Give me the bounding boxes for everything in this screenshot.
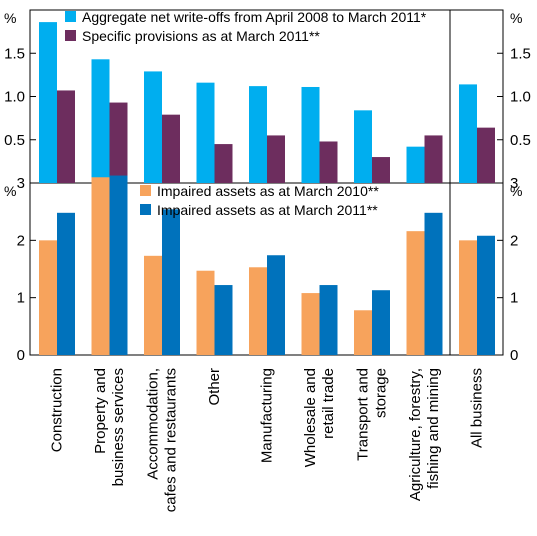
bar (301, 86, 320, 183)
bar (406, 146, 425, 183)
y-tick-label-right: 1 (510, 290, 518, 307)
legend-swatch (140, 204, 151, 215)
bar (459, 240, 477, 355)
category-label: business services (110, 368, 127, 486)
category-label: Other (206, 368, 223, 406)
bar (39, 22, 57, 183)
bar (249, 86, 267, 183)
y-tick-label-right: 1.0 (510, 89, 531, 106)
bar (319, 285, 338, 355)
category-label: storage (372, 368, 389, 418)
category-label: Wholesale and (302, 368, 319, 467)
bar (109, 102, 128, 183)
bar (477, 235, 495, 355)
category-label: Transport and (354, 368, 371, 461)
category-label: Property and (92, 368, 109, 454)
legend-swatch (140, 185, 151, 196)
bar (162, 209, 180, 355)
bar (372, 157, 390, 183)
legend-entry: Aggregate net write-offs from April 2008… (82, 9, 427, 25)
legend-entry: Specific provisions as at March 2011** (82, 28, 320, 44)
y-tick-label-left: 1.5 (4, 45, 25, 62)
bar (319, 141, 338, 183)
unit-label-right: % (510, 10, 522, 26)
bar (424, 135, 443, 183)
bar (109, 175, 128, 355)
bar (144, 71, 162, 183)
y-tick-label-left: 2 (17, 232, 25, 249)
bar (91, 177, 110, 355)
bar (214, 285, 233, 355)
category-label: All business (468, 368, 485, 448)
y-tick-label-right: 0.5 (510, 132, 531, 149)
legend-swatch (65, 30, 76, 41)
bar (354, 310, 372, 355)
unit-label-left: % (4, 10, 16, 26)
category-label: cafes and restaurants (162, 368, 179, 512)
bar (459, 84, 477, 183)
bar (249, 267, 267, 355)
bar (406, 231, 425, 355)
category-label: retail trade (320, 368, 337, 439)
unit-label-left: % (4, 183, 16, 199)
bar (267, 135, 285, 183)
y-tick-label-left: 0 (17, 347, 25, 364)
y-tick-label-right: 2 (510, 232, 518, 249)
bar (39, 240, 57, 355)
bar (267, 255, 285, 355)
category-label: fishing and mining (425, 368, 442, 489)
bar (91, 59, 110, 183)
y-tick-label-left: 1 (17, 290, 25, 307)
legend-swatch (65, 11, 76, 22)
bar (144, 255, 162, 355)
bar (372, 290, 390, 355)
bar (196, 270, 215, 355)
y-tick-label-left: 1.0 (4, 89, 25, 106)
bar (57, 90, 75, 183)
bar (214, 144, 233, 183)
bar (354, 110, 372, 183)
y-tick-label-right: 3 (510, 175, 518, 192)
y-tick-label-left: 0.5 (4, 132, 25, 149)
category-label: Accommodation, (144, 368, 161, 480)
bar (301, 293, 320, 355)
legend-entry: Impaired assets as at March 2010** (157, 183, 379, 199)
category-label: Agriculture, forestry, (407, 368, 424, 501)
legend-entry: Impaired assets as at March 2011** (157, 202, 378, 218)
bar (424, 212, 443, 355)
unit-label-right: % (510, 183, 522, 199)
bar (57, 212, 75, 355)
category-label: Construction (48, 368, 65, 452)
bar (196, 82, 215, 183)
y-tick-label-right: 0 (510, 347, 518, 364)
bar (162, 114, 180, 183)
y-tick-label-left: 3 (17, 175, 25, 192)
category-label: Manufacturing (258, 368, 275, 463)
y-tick-label-right: 1.5 (510, 45, 531, 62)
bar (477, 127, 495, 183)
